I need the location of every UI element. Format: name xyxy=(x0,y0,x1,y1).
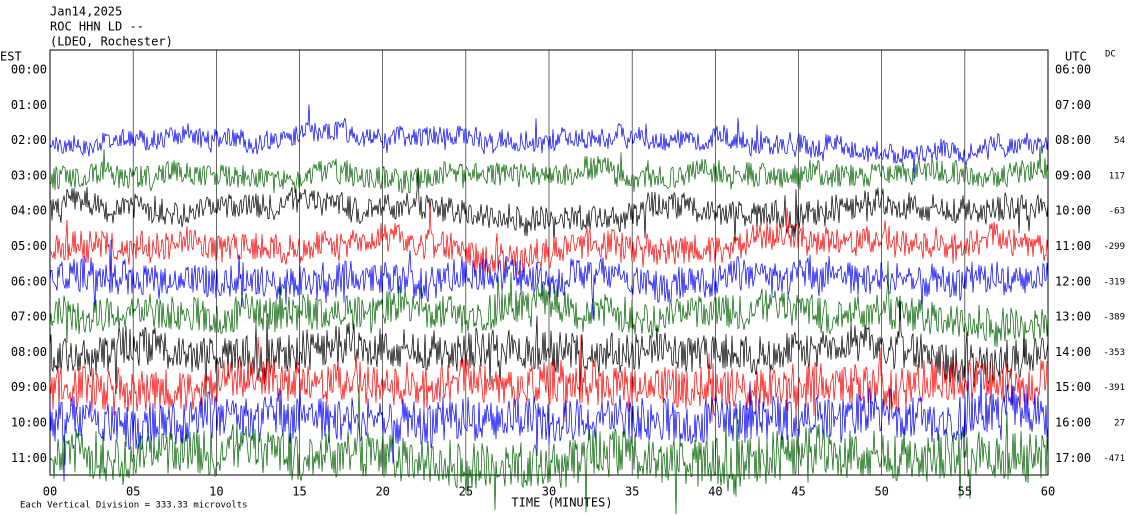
trace xyxy=(50,168,1048,243)
x-tick-label: 35 xyxy=(625,485,639,499)
utc-tick-label: 10:00 xyxy=(1055,204,1091,218)
dc-value: 117 xyxy=(1109,171,1125,181)
est-tick-label: 05:00 xyxy=(11,239,47,253)
trace xyxy=(50,370,1048,482)
scale-note: Each Vertical Division = 333.33 microvol… xyxy=(20,501,248,511)
dc-value: -63 xyxy=(1109,207,1125,217)
est-tick-label: 11:00 xyxy=(11,451,47,465)
est-tick-label: 02:00 xyxy=(11,133,47,147)
x-tick-label: 55 xyxy=(958,485,972,499)
x-tick-label: 25 xyxy=(459,485,473,499)
dc-label: DC xyxy=(1105,50,1116,60)
est-tick-label: 10:00 xyxy=(11,416,47,430)
dc-value: 54 xyxy=(1114,136,1125,146)
est-tick-label: 08:00 xyxy=(11,345,47,359)
trace xyxy=(50,202,1048,281)
dc-value: -353 xyxy=(1103,348,1125,358)
utc-label: UTC xyxy=(1065,50,1087,64)
trace xyxy=(50,384,1048,515)
utc-tick-label: 07:00 xyxy=(1055,98,1091,112)
trace xyxy=(50,334,1048,422)
utc-tick-label: 06:00 xyxy=(1055,63,1091,77)
x-tick-label: 05 xyxy=(126,485,140,499)
utc-tick-label: 16:00 xyxy=(1055,416,1091,430)
date: Jan14,2025 xyxy=(50,5,122,19)
est-tick-label: 06:00 xyxy=(11,274,47,288)
utc-tick-label: 08:00 xyxy=(1055,133,1091,147)
utc-tick-label: 09:00 xyxy=(1055,168,1091,182)
dc-value: 27 xyxy=(1114,419,1125,429)
est-tick-label: 04:00 xyxy=(11,204,47,218)
x-tick-label: 45 xyxy=(791,485,805,499)
utc-tick-label: 13:00 xyxy=(1055,310,1091,324)
est-tick-label: 09:00 xyxy=(11,380,47,394)
trace xyxy=(50,239,1048,320)
x-tick-label: 10 xyxy=(209,485,223,499)
dc-value: -319 xyxy=(1103,277,1125,287)
dc-value: -389 xyxy=(1103,313,1125,323)
est-tick-label: 00:00 xyxy=(11,63,47,77)
trace xyxy=(50,146,1048,194)
utc-tick-label: 15:00 xyxy=(1055,380,1091,394)
est-tick-label: 01:00 xyxy=(11,98,47,112)
x-tick-label: 40 xyxy=(708,485,722,499)
x-tick-label: 20 xyxy=(375,485,389,499)
network: (LDEO, Rochester) xyxy=(50,35,173,49)
station: ROC HHN LD -- xyxy=(50,20,144,34)
utc-tick-label: 12:00 xyxy=(1055,274,1091,288)
x-tick-label: 30 xyxy=(542,485,556,499)
dc-value: -471 xyxy=(1103,454,1125,464)
dc-value: -391 xyxy=(1103,383,1125,393)
est-tick-label: 07:00 xyxy=(11,310,47,324)
x-tick-label: 60 xyxy=(1041,485,1055,499)
trace xyxy=(50,295,1048,398)
x-tick-label: 50 xyxy=(874,485,888,499)
x-tick-label: 15 xyxy=(292,485,306,499)
x-tick-label: 00 xyxy=(43,485,57,499)
utc-tick-label: 11:00 xyxy=(1055,239,1091,253)
x-axis-label: TIME (MINUTES) xyxy=(511,496,612,510)
trace xyxy=(50,260,1048,358)
trace xyxy=(50,104,1048,182)
utc-tick-label: 17:00 xyxy=(1055,451,1091,465)
utc-tick-label: 14:00 xyxy=(1055,345,1091,359)
est-tick-label: 03:00 xyxy=(11,168,47,182)
est-label: EST xyxy=(0,50,22,64)
dc-value: -299 xyxy=(1103,242,1125,252)
